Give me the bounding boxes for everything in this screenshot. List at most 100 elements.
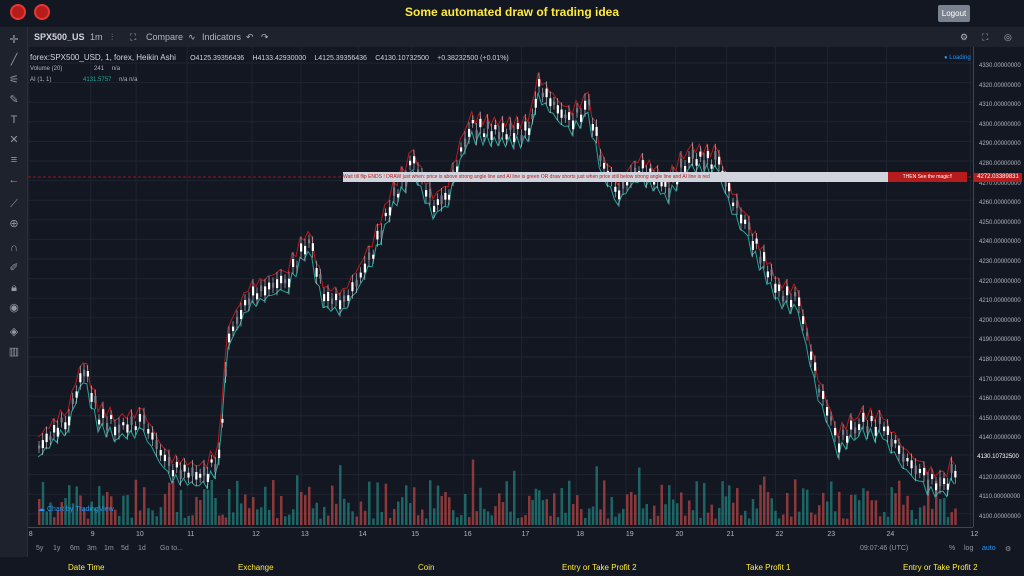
candle-body xyxy=(622,181,625,189)
candle-body xyxy=(203,467,206,476)
volume-bar xyxy=(440,496,443,525)
redo-icon[interactable]: ↷ xyxy=(261,32,269,42)
compare-icon[interactable]: ⛶ xyxy=(130,32,137,42)
volume-bar xyxy=(355,516,358,525)
candle-body xyxy=(199,473,202,478)
range-5y[interactable]: 5y xyxy=(36,545,44,552)
interval-button[interactable]: 1m xyxy=(90,32,103,42)
indicators-button[interactable]: Indicators xyxy=(202,32,242,42)
price-axis[interactable]: 4330.00000000 4320.00000000 4310.00000000 4… xyxy=(973,47,1024,527)
volume-bar xyxy=(86,518,90,525)
lock-icon[interactable]: 🔒︎ xyxy=(11,282,17,294)
volume-bar xyxy=(778,518,781,525)
eye-icon[interactable]: ◉ xyxy=(9,302,19,314)
candle-body xyxy=(714,151,717,160)
volume-bar xyxy=(688,500,691,525)
undo-icon[interactable]: ↶ xyxy=(246,32,254,42)
ai-label[interactable]: AI (1, 1) xyxy=(30,77,52,83)
candle-body xyxy=(513,133,516,143)
volume-bar xyxy=(56,510,60,525)
volume-bar xyxy=(516,518,520,525)
candle-body xyxy=(688,156,691,163)
volume-bar xyxy=(429,480,432,525)
candle-body xyxy=(576,108,579,113)
footer-column-label: Entry or Take Profit 2 xyxy=(562,563,637,572)
price-tick: 4300.00000000 xyxy=(979,121,1021,128)
candle-body xyxy=(323,294,326,302)
magnet-icon[interactable]: ∩ xyxy=(10,242,18,254)
tradingview-watermark: ☁ Chart by TradingView xyxy=(38,506,114,513)
pattern-icon[interactable]: ✕ xyxy=(9,134,19,146)
candle-body xyxy=(524,121,527,131)
trash-icon[interactable]: ▥ xyxy=(8,346,20,358)
range-1d[interactable]: 1d xyxy=(138,545,146,552)
fib-icon[interactable]: ⚟ xyxy=(9,74,19,86)
forecast-icon[interactable]: ≡ xyxy=(10,154,18,166)
chart-style-icon[interactable]: ⫶ xyxy=(111,32,114,42)
candle-body xyxy=(490,131,493,140)
volume-bar xyxy=(549,515,552,525)
crosshair-icon[interactable]: ✛ xyxy=(9,34,19,46)
camera-icon[interactable]: ◎ xyxy=(1004,32,1012,42)
volume-bar xyxy=(296,475,299,525)
footer-column-label: Date Time xyxy=(68,563,105,572)
settings-icon[interactable]: ⚙ xyxy=(1005,546,1012,553)
candle-body xyxy=(634,167,637,176)
range-1m[interactable]: 1m xyxy=(104,545,114,552)
volume-bar xyxy=(610,497,613,525)
volume-bar xyxy=(323,506,326,525)
volume-bar xyxy=(168,482,171,525)
volume-bar xyxy=(505,481,508,525)
price-tick: 4320.00000000 xyxy=(979,82,1021,89)
candle-body xyxy=(572,120,575,130)
candle-body xyxy=(397,193,400,198)
logout-button[interactable]: Logout xyxy=(938,5,970,22)
auto-toggle[interactable]: auto xyxy=(982,545,996,552)
brush-icon[interactable]: ✎ xyxy=(9,94,19,106)
candle-body xyxy=(359,272,362,278)
percent-toggle[interactable]: % xyxy=(949,545,956,552)
candle-body xyxy=(599,154,602,161)
lock-drawing-icon[interactable]: ✐ xyxy=(9,262,19,274)
volume-bar xyxy=(464,493,467,525)
zoom-icon[interactable]: ⊕ xyxy=(9,218,19,230)
date-tick: 14 xyxy=(358,531,367,538)
compare-button[interactable]: Compare xyxy=(146,32,184,42)
volume-bar xyxy=(191,515,194,525)
text-icon[interactable]: T xyxy=(10,114,18,126)
volume-bar xyxy=(618,513,621,525)
candle-body xyxy=(560,109,563,118)
footer-column-label: Entry or Take Profit 2 xyxy=(903,563,978,572)
ruler-icon[interactable]: ⟋ xyxy=(10,198,18,210)
trendline-icon[interactable]: ╱ xyxy=(10,54,18,66)
goto-button[interactable]: Go to... xyxy=(160,545,183,552)
candle-body xyxy=(479,118,482,128)
back-arrow-icon[interactable]: ← xyxy=(8,174,20,186)
candle-body xyxy=(444,192,447,200)
indicators-icon[interactable]: ∿ xyxy=(188,32,196,42)
range-5d[interactable]: 5d xyxy=(121,545,129,552)
date-axis[interactable]: 8 9 10 11 12 13 14 15 16 17 18 19 20 21 22 23 24 12 xyxy=(28,527,978,541)
log-toggle[interactable]: log xyxy=(964,545,974,552)
volume-bar xyxy=(252,497,255,525)
range-3m[interactable]: 3m xyxy=(87,545,97,552)
volume-bar xyxy=(53,517,56,525)
price-chart[interactable] xyxy=(28,47,973,527)
candle-body xyxy=(440,195,443,205)
volume-label[interactable]: Volume (20) xyxy=(30,66,63,72)
volume-bar xyxy=(311,508,315,525)
fullscreen-icon[interactable]: ⛶ xyxy=(982,32,989,42)
volume-bar xyxy=(786,493,789,525)
range-1y[interactable]: 1y xyxy=(53,545,61,552)
candle-body xyxy=(433,205,436,212)
chart-area[interactable] xyxy=(28,47,973,527)
volume-bar xyxy=(528,495,531,525)
settings-icon[interactable]: ⚙ xyxy=(960,32,969,42)
candle-body xyxy=(802,316,805,324)
range-6m[interactable]: 6m xyxy=(70,545,80,552)
layers-icon[interactable]: ◈ xyxy=(9,326,19,338)
candle-body xyxy=(308,239,311,244)
volume-bar xyxy=(834,511,837,525)
symbol-search[interactable]: SPX500_US xyxy=(34,32,85,42)
candle-body xyxy=(300,243,303,252)
